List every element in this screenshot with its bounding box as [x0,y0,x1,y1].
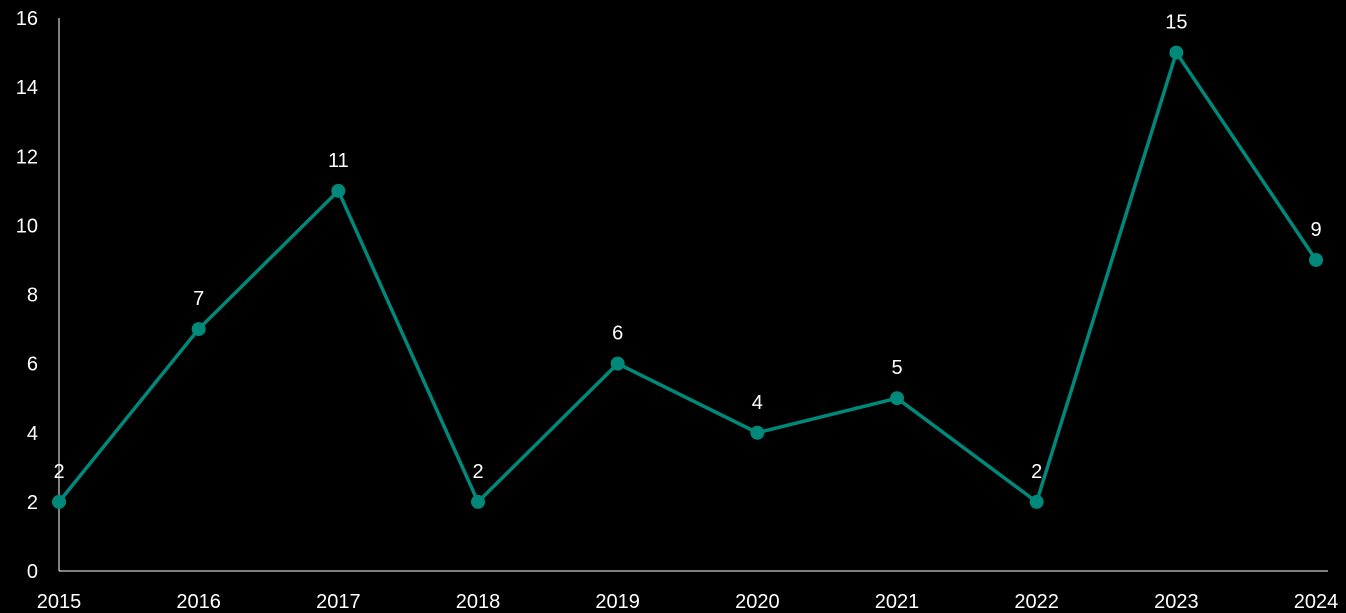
data-label: 11 [328,150,349,172]
data-point [52,494,66,509]
x-tick-label: 2017 [316,591,361,613]
data-label: 15 [1165,12,1187,34]
data-labels: 2 7 11 2 6 4 5 2 15 9 [53,12,1321,483]
x-axis: 2015 2016 2017 2018 2019 2020 2021 2022 2023 2024 [37,570,1339,613]
data-label: 2 [472,461,483,483]
series-line-group [57,50,1318,504]
y-tick-label: 14 [16,77,38,99]
x-tick-label: 2015 [37,591,82,613]
y-tick-label: 4 [27,423,38,445]
x-tick-label: 2021 [875,591,920,613]
y-tick-label: 2 [27,492,38,514]
data-point [1309,252,1323,267]
x-tick-label: 2022 [1014,591,1059,613]
data-point [331,183,346,198]
series-line [57,50,1318,504]
data-label: 9 [1310,219,1321,241]
data-point [610,356,625,371]
y-tick-label: 12 [16,146,38,168]
data-point [890,391,904,406]
y-tick-label: 16 [16,8,38,30]
data-point [1169,45,1184,60]
data-point [191,322,206,337]
x-tick-label: 2016 [176,591,221,613]
data-points [52,45,1323,509]
y-tick-label: 0 [27,561,38,583]
x-tick-label: 2020 [735,591,780,613]
x-tick-label: 2024 [1294,591,1339,613]
x-tick-label: 2019 [595,591,640,613]
y-tick-label: 10 [16,215,38,237]
data-point [471,494,485,509]
x-tick-label: 2023 [1154,591,1199,613]
data-label: 2 [53,461,64,483]
y-tick-label: 6 [27,354,38,376]
y-axis: 0 2 4 6 8 10 12 14 16 [16,8,60,583]
data-point [750,425,765,440]
data-label: 7 [193,288,204,310]
data-label: 6 [612,323,623,345]
data-label: 4 [752,392,763,414]
x-tick-label: 2018 [456,591,501,613]
data-point [1029,494,1044,509]
data-label: 2 [1031,461,1042,483]
y-tick-label: 8 [27,285,38,307]
data-label: 5 [891,357,902,379]
